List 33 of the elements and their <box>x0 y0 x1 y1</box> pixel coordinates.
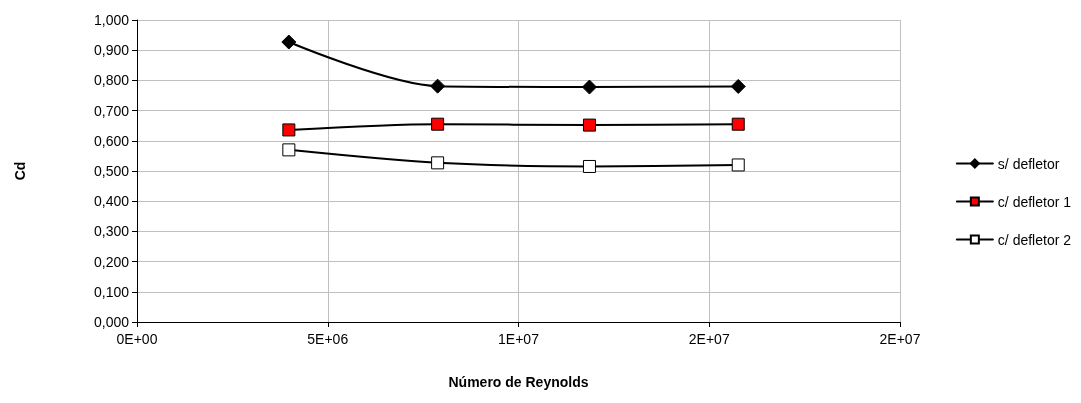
y-tick-label: 0,100 <box>93 283 130 300</box>
y-tick-label: 0,700 <box>93 102 130 119</box>
y-axis-title: Cd <box>12 161 28 181</box>
point <box>730 78 746 94</box>
point <box>282 143 296 157</box>
point <box>430 78 446 94</box>
legend-label: s/ defletor <box>997 155 1060 172</box>
point <box>431 117 445 131</box>
x-tick-label: 0E+00 <box>116 331 158 347</box>
point <box>731 158 745 172</box>
x-tick-label: 5E+06 <box>307 331 349 347</box>
y-tick-label: 0,400 <box>93 193 130 210</box>
y-tick-label: 0,600 <box>93 132 130 149</box>
point <box>582 159 596 173</box>
x-tick-label: 1E+07 <box>498 331 540 347</box>
y-tick-label: 0,500 <box>93 163 130 179</box>
x-tick-label: 2E+07 <box>688 331 730 347</box>
x-axis-title: Número de Reynolds <box>448 374 589 390</box>
point <box>731 117 745 131</box>
point <box>582 118 596 132</box>
point <box>431 156 445 170</box>
x-tick-label: 2E+07 <box>879 331 921 347</box>
point <box>282 123 296 137</box>
legend-label: c/ defletor 2 <box>997 231 1072 248</box>
point <box>581 79 597 95</box>
legend-label: c/ defletor 1 <box>997 193 1072 210</box>
y-tick-label: 0,300 <box>93 223 130 240</box>
y-tick-label: 0,000 <box>93 314 130 330</box>
y-tick-label: 0,800 <box>93 72 130 89</box>
y-tick-label: 0,200 <box>93 253 130 270</box>
y-tick-label: 1,000 <box>93 12 130 28</box>
point <box>281 34 297 50</box>
y-tick-label: 0,900 <box>93 42 130 59</box>
